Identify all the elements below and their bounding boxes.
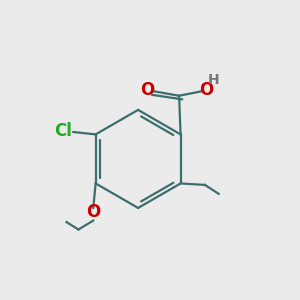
Text: Cl: Cl [55,122,73,140]
Text: O: O [199,81,213,99]
Text: O: O [140,81,154,99]
Text: H: H [208,73,220,87]
Text: O: O [86,203,100,221]
